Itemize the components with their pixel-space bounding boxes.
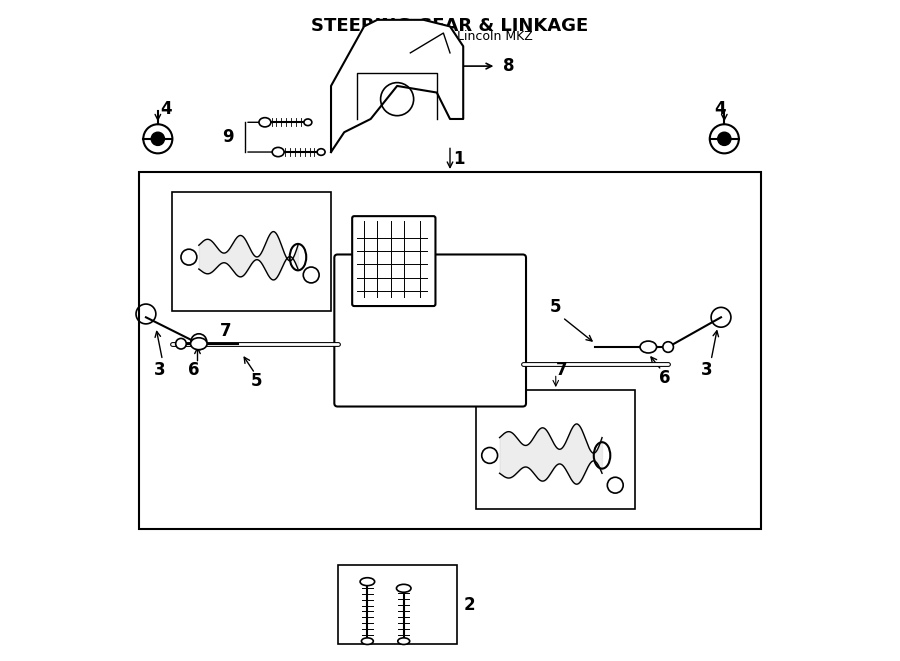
Text: 4: 4 (715, 100, 726, 118)
Text: 3: 3 (701, 361, 712, 379)
Ellipse shape (640, 341, 657, 353)
Text: STEERING GEAR & LINKAGE: STEERING GEAR & LINKAGE (311, 17, 589, 34)
FancyBboxPatch shape (352, 216, 436, 306)
Text: 5: 5 (251, 371, 263, 390)
Ellipse shape (259, 118, 271, 127)
Ellipse shape (398, 638, 410, 644)
Ellipse shape (360, 578, 374, 586)
Text: 7: 7 (220, 321, 231, 340)
Ellipse shape (317, 149, 325, 155)
Polygon shape (331, 20, 464, 152)
Text: 8: 8 (503, 57, 515, 75)
Circle shape (176, 338, 186, 349)
Circle shape (151, 132, 165, 145)
Bar (173, 192, 331, 311)
Circle shape (717, 132, 731, 145)
Ellipse shape (304, 119, 312, 126)
Text: 9: 9 (222, 128, 234, 146)
Text: 7: 7 (556, 361, 567, 379)
FancyBboxPatch shape (334, 254, 526, 407)
Text: 2: 2 (464, 596, 475, 614)
Text: for your 2018 Lincoln MKZ: for your 2018 Lincoln MKZ (367, 30, 533, 43)
Text: 5: 5 (550, 298, 562, 317)
Text: 3: 3 (154, 361, 166, 379)
Text: 4: 4 (160, 100, 172, 118)
Bar (140, 172, 760, 529)
Ellipse shape (362, 638, 374, 644)
Bar (338, 565, 456, 644)
Text: 1: 1 (454, 149, 464, 168)
Ellipse shape (191, 338, 207, 350)
Text: 6: 6 (659, 369, 670, 387)
Ellipse shape (272, 147, 284, 157)
Text: 6: 6 (188, 361, 199, 379)
Circle shape (662, 342, 673, 352)
Ellipse shape (397, 584, 411, 592)
Bar (476, 390, 635, 509)
